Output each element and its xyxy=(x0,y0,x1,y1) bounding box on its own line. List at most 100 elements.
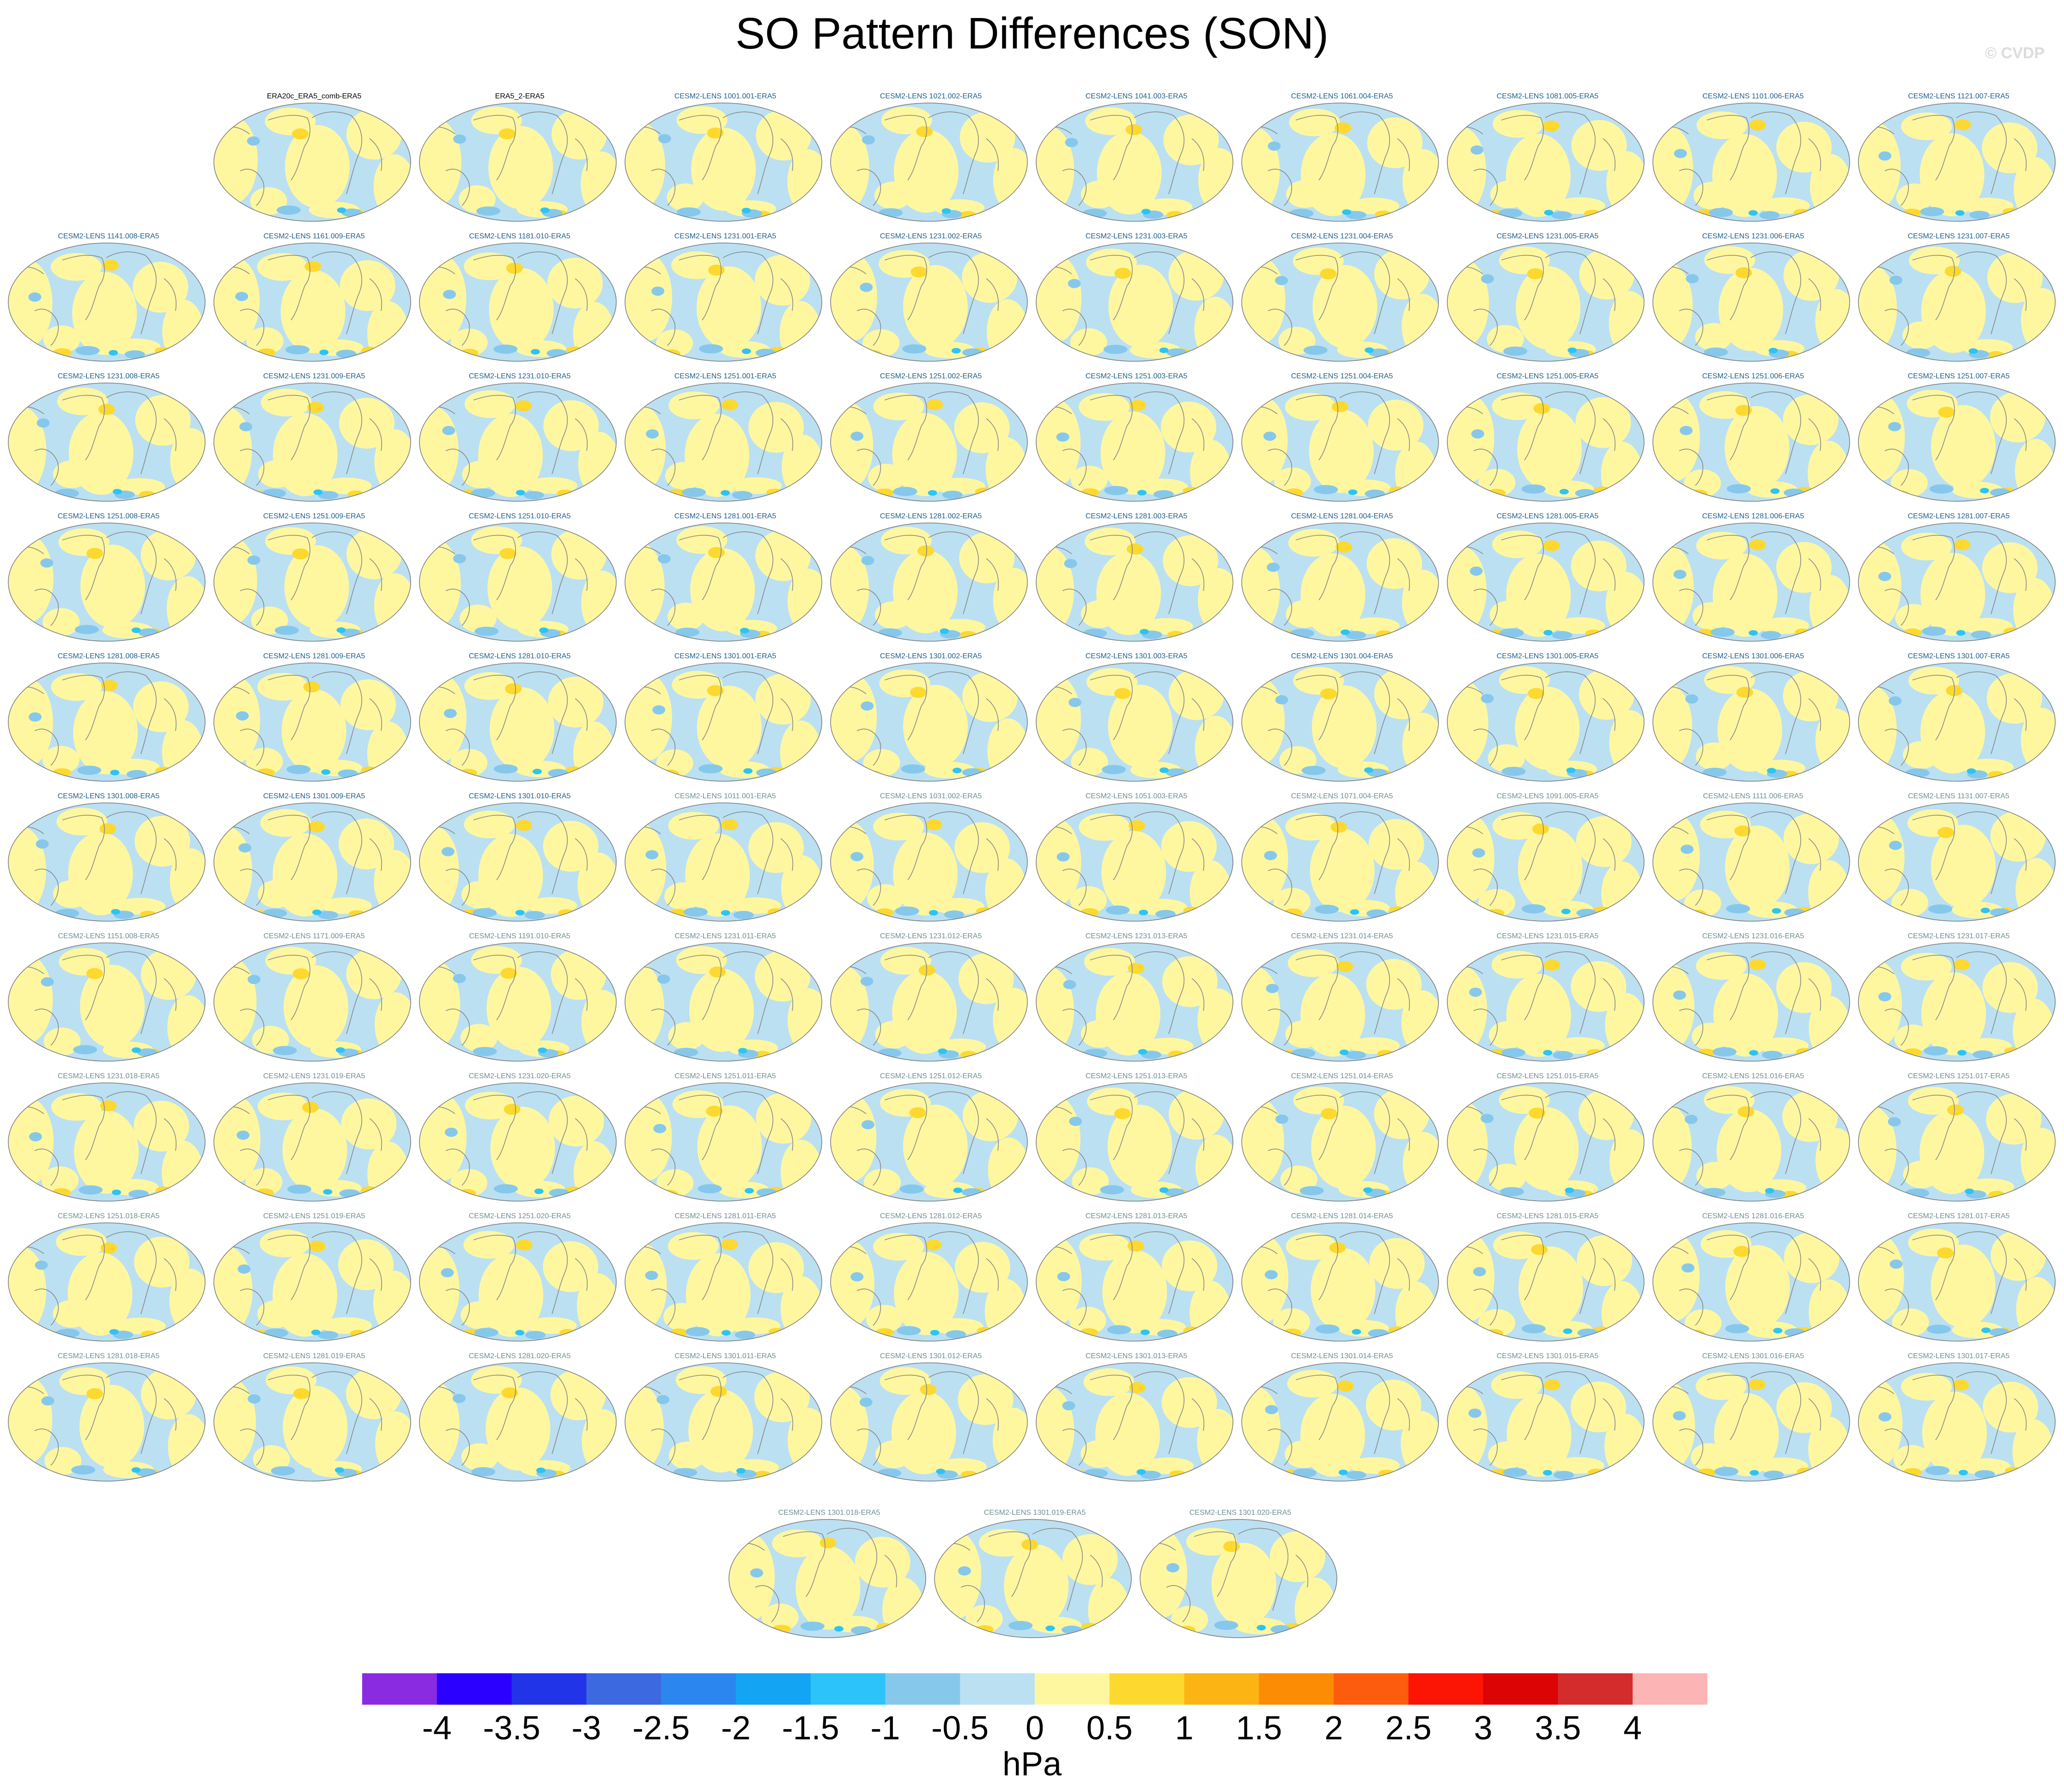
colorbar-swatch xyxy=(586,1673,662,1705)
globe-map xyxy=(625,1362,822,1482)
map-panel: CESM2-LENS 1301.006-ERA5 xyxy=(1651,652,1855,791)
globe-map xyxy=(1447,243,1645,362)
colorbar-swatch xyxy=(1558,1673,1633,1705)
globe-map xyxy=(1858,1362,2056,1482)
map-panel: CESM2-LENS 1301.016-ERA5 xyxy=(1651,1352,1855,1491)
globe-map xyxy=(1447,802,1645,922)
colorbar-tick-label: 1 xyxy=(1175,1710,1194,1747)
map-panel-title: CESM2-LENS 1251.001-ERA5 xyxy=(674,372,777,380)
map-panel: CESM2-LENS 1141.008-ERA5 xyxy=(7,232,210,371)
map-panel-title: CESM2-LENS 1231.014-ERA5 xyxy=(1291,932,1393,940)
globe-map xyxy=(625,1082,822,1202)
map-panel-title: CESM2-LENS 1231.017-ERA5 xyxy=(1907,932,2010,940)
map-panel: CESM2-LENS 1251.012-ERA5 xyxy=(829,1072,1032,1211)
map-panel-title: CESM2-LENS 1301.002-ERA5 xyxy=(880,652,982,660)
globe-map xyxy=(1447,942,1645,1062)
map-panel-title: CESM2-LENS 1231.009-ERA5 xyxy=(263,372,365,380)
globe-map xyxy=(1652,662,1850,782)
map-panel: CESM2-LENS 1251.014-ERA5 xyxy=(1240,1072,1444,1211)
map-panel: CESM2-LENS 1231.009-ERA5 xyxy=(212,372,416,511)
globe-map xyxy=(1447,662,1645,782)
page-title: SO Pattern Differences (SON) xyxy=(735,9,1329,58)
map-panel: CESM2-LENS 1301.020-ERA5 xyxy=(1139,1509,1342,1647)
map-panel-title: CESM2-LENS 1051.003-ERA5 xyxy=(1085,792,1188,800)
globe-map xyxy=(213,802,411,922)
map-panel-title: CESM2-LENS 1281.010-ERA5 xyxy=(468,652,571,660)
map-panel: CESM2-LENS 1181.010-ERA5 xyxy=(418,232,621,371)
map-panel-title: CESM2-LENS 1251.013-ERA5 xyxy=(1085,1072,1188,1080)
map-panel: CESM2-LENS 1081.005-ERA5 xyxy=(1446,92,1649,231)
map-panel: CESM2-LENS 1031.002-ERA5 xyxy=(829,792,1032,931)
map-panel: CESM2-LENS 1231.005-ERA5 xyxy=(1446,232,1649,371)
globe-map xyxy=(1241,942,1439,1062)
map-panel: CESM2-LENS 1251.005-ERA5 xyxy=(1446,372,1649,511)
map-panel-title: CESM2-LENS 1151.008-ERA5 xyxy=(58,932,159,940)
colorbar-tick-label: 2 xyxy=(1324,1710,1343,1747)
map-panel: CESM2-LENS 1231.001-ERA5 xyxy=(624,232,827,371)
globe-map xyxy=(1652,383,1850,502)
colorbar-swatch xyxy=(1109,1673,1185,1705)
globe-map xyxy=(1858,942,2056,1062)
globe-map xyxy=(1036,243,1233,362)
map-panel: CESM2-LENS 1011.001-ERA5 xyxy=(624,792,827,931)
map-panel-title: CESM2-LENS 1281.020-ERA5 xyxy=(468,1352,571,1360)
map-panel: CESM2-LENS 1231.011-ERA5 xyxy=(624,932,827,1071)
globe-map xyxy=(1858,103,2056,222)
globe-map xyxy=(1241,1082,1439,1202)
globe-map xyxy=(1241,383,1439,502)
map-panel: CESM2-LENS 1301.019-ERA5 xyxy=(933,1509,1136,1647)
map-panel-title: CESM2-LENS 1301.007-ERA5 xyxy=(1907,652,2010,660)
colorbar-swatch xyxy=(661,1673,736,1705)
map-panel-title: CESM2-LENS 1281.008-ERA5 xyxy=(57,652,160,660)
map-panel: CESM2-LENS 1301.013-ERA5 xyxy=(1035,1352,1238,1491)
globe-map xyxy=(1241,522,1439,642)
map-panel-title: CESM2-LENS 1121.007-ERA5 xyxy=(1908,92,2009,100)
map-panel: CESM2-LENS 1281.005-ERA5 xyxy=(1446,512,1649,651)
colorbar-swatch xyxy=(810,1673,886,1705)
map-panel: CESM2-LENS 1301.018-ERA5 xyxy=(728,1509,931,1647)
globe-map xyxy=(1241,1362,1439,1482)
map-panel-title: CESM2-LENS 1231.020-ERA5 xyxy=(468,1072,571,1080)
globe-map xyxy=(1652,1362,1850,1482)
map-panel-title: CESM2-LENS 1281.005-ERA5 xyxy=(1496,512,1599,520)
colorbar-tick-label: -2.5 xyxy=(632,1710,690,1747)
map-panel-title: CESM2-LENS 1231.013-ERA5 xyxy=(1085,932,1188,940)
map-panel: CESM2-LENS 1281.016-ERA5 xyxy=(1651,1212,1855,1351)
map-panel-title: CESM2-LENS 1301.011-ERA5 xyxy=(674,1352,776,1360)
map-panel-title: CESM2-LENS 1251.016-ERA5 xyxy=(1702,1072,1804,1080)
map-panel-title: CESM2-LENS 1281.001-ERA5 xyxy=(674,512,777,520)
globe-map xyxy=(830,103,1028,222)
colorbar-swatch xyxy=(1408,1673,1484,1705)
map-panel-title: CESM2-LENS 1281.017-ERA5 xyxy=(1907,1212,2010,1220)
map-panel: CESM2-LENS 1301.015-ERA5 xyxy=(1446,1352,1649,1491)
globe-map xyxy=(830,522,1028,642)
map-panel-title: CESM2-LENS 1281.011-ERA5 xyxy=(674,1212,776,1220)
globe-map xyxy=(625,383,822,502)
map-panel-title: CESM2-LENS 1131.007-ERA5 xyxy=(1908,792,2009,800)
colorbar-swatch xyxy=(437,1673,512,1705)
globe-map xyxy=(728,1519,926,1638)
map-panel-title: CESM2-LENS 1251.018-ERA5 xyxy=(57,1212,160,1220)
globe-map xyxy=(625,802,822,922)
globe-map xyxy=(213,383,411,502)
map-panel: CESM2-LENS 1251.001-ERA5 xyxy=(624,372,827,511)
globe-map xyxy=(213,942,411,1062)
map-panel-title: CESM2-LENS 1231.007-ERA5 xyxy=(1907,232,2010,240)
map-panel-title: CESM2-LENS 1281.015-ERA5 xyxy=(1496,1212,1599,1220)
map-panel-title: CESM2-LENS 1251.007-ERA5 xyxy=(1907,372,2010,380)
map-panel-title: CESM2-LENS 1281.002-ERA5 xyxy=(880,512,982,520)
globe-map xyxy=(419,522,617,642)
map-panel-title: CESM2-LENS 1031.002-ERA5 xyxy=(880,792,982,800)
map-panel-title: CESM2-LENS 1301.010-ERA5 xyxy=(468,792,571,800)
globe-map xyxy=(1036,1082,1233,1202)
map-panel-title: CESM2-LENS 1231.019-ERA5 xyxy=(263,1072,365,1080)
globe-map xyxy=(213,1362,411,1482)
map-panel: CESM2-LENS 1171.009-ERA5 xyxy=(212,932,416,1071)
globe-map xyxy=(1036,802,1233,922)
map-panel-title: CESM2-LENS 1301.009-ERA5 xyxy=(263,792,365,800)
map-panel-title: CESM2-LENS 1281.014-ERA5 xyxy=(1291,1212,1393,1220)
map-panel-title: CESM2-LENS 1001.001-ERA5 xyxy=(674,92,777,100)
map-panel: CESM2-LENS 1131.007-ERA5 xyxy=(1857,792,2060,931)
globe-map xyxy=(1140,1519,1337,1638)
map-panel-title: CESM2-LENS 1171.009-ERA5 xyxy=(263,932,365,940)
